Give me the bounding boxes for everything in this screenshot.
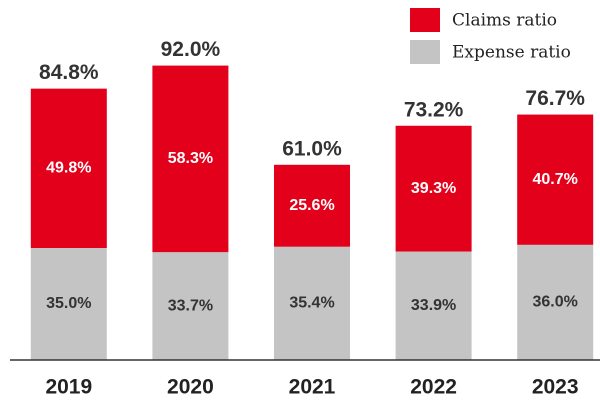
legend-label: Expense ratio bbox=[452, 43, 571, 63]
segment-label: 39.3% bbox=[411, 180, 456, 197]
segment-label: 33.7% bbox=[168, 297, 213, 314]
bar-segment bbox=[395, 125, 472, 252]
total-label: 76.7% bbox=[525, 87, 585, 110]
segment-label: 40.7% bbox=[533, 171, 578, 188]
total-label: 61.0% bbox=[282, 137, 342, 160]
x-tick-label: 2023 bbox=[532, 376, 579, 399]
bar-segment bbox=[152, 65, 229, 253]
bar-segment bbox=[274, 164, 350, 247]
bar-segment bbox=[517, 114, 594, 245]
segment-label: 49.8% bbox=[46, 160, 91, 177]
legend-swatch bbox=[410, 8, 440, 32]
segment-label: 58.3% bbox=[168, 150, 213, 167]
legend-swatch bbox=[410, 40, 440, 64]
bar-segment bbox=[517, 244, 594, 360]
x-tick-label: 2019 bbox=[45, 376, 92, 399]
total-label: 92.0% bbox=[161, 38, 221, 61]
x-tick-label: 2022 bbox=[410, 376, 457, 399]
segment-label: 36.0% bbox=[533, 294, 578, 311]
legend-label: Claims ratio bbox=[452, 11, 557, 31]
segment-label: 35.4% bbox=[289, 295, 334, 312]
segment-label: 25.6% bbox=[289, 197, 334, 214]
x-tick-label: 2021 bbox=[289, 376, 336, 399]
total-label: 84.8% bbox=[39, 61, 99, 84]
segment-label: 33.9% bbox=[411, 297, 456, 314]
bar-segment bbox=[30, 88, 107, 248]
bar-segment bbox=[395, 251, 472, 360]
bar-segment bbox=[152, 252, 229, 360]
bar-segment bbox=[274, 246, 350, 360]
bar-segment bbox=[30, 248, 107, 360]
segment-label: 35.0% bbox=[46, 295, 91, 312]
total-label: 73.2% bbox=[404, 98, 464, 121]
x-tick-label: 2020 bbox=[167, 376, 214, 399]
